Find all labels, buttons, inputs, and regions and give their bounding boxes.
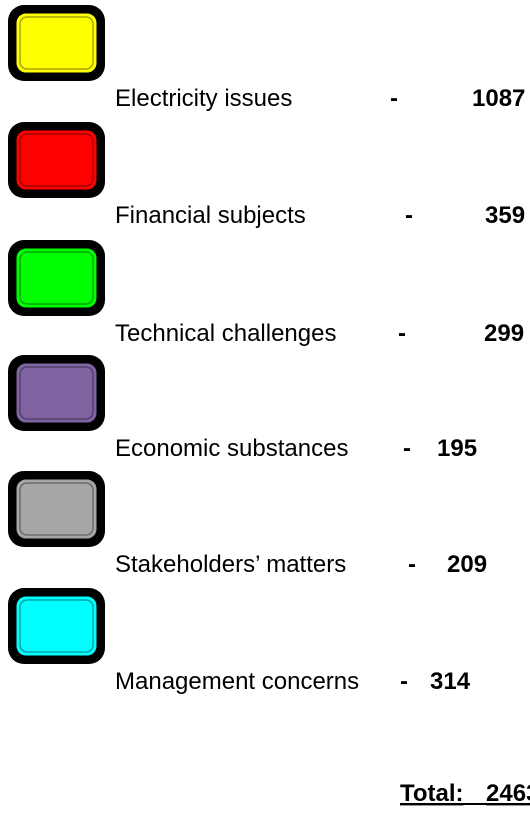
icon-swatch	[16, 479, 97, 539]
item-label: Management concerns	[115, 668, 359, 695]
item-value: 209	[447, 551, 487, 578]
icon-swatch	[16, 130, 97, 190]
item-value: 1087	[472, 85, 525, 112]
separator: -	[398, 320, 406, 347]
item-label: Economic substances	[115, 435, 348, 462]
icon-swatch	[16, 248, 97, 308]
item-value: 195	[437, 435, 477, 462]
separator: -	[405, 202, 413, 229]
item-label: Electricity issues	[115, 85, 292, 112]
item-value: 314	[430, 668, 471, 695]
item-label: Technical challenges	[115, 320, 336, 347]
total-value: 2463	[486, 780, 530, 807]
item-label: Financial subjects	[115, 202, 306, 229]
icon-swatch	[16, 596, 97, 656]
icon-inner-outline	[19, 599, 94, 653]
separator: -	[403, 435, 411, 462]
item-value: 359	[485, 202, 525, 229]
icon-inner-outline	[19, 366, 94, 420]
icon-inner-outline	[19, 133, 94, 187]
icon-inner-outline	[19, 482, 94, 536]
item-value: 299	[484, 320, 524, 347]
total-label: Total:	[400, 780, 464, 807]
icon-inner-outline	[19, 251, 94, 305]
separator: -	[408, 551, 416, 578]
separator: -	[390, 85, 398, 112]
icon-swatch	[16, 363, 97, 423]
icon-inner-outline	[19, 16, 94, 70]
separator: -	[400, 668, 408, 695]
item-label: Stakeholders’ matters	[115, 551, 346, 578]
icon-swatch	[16, 13, 97, 73]
